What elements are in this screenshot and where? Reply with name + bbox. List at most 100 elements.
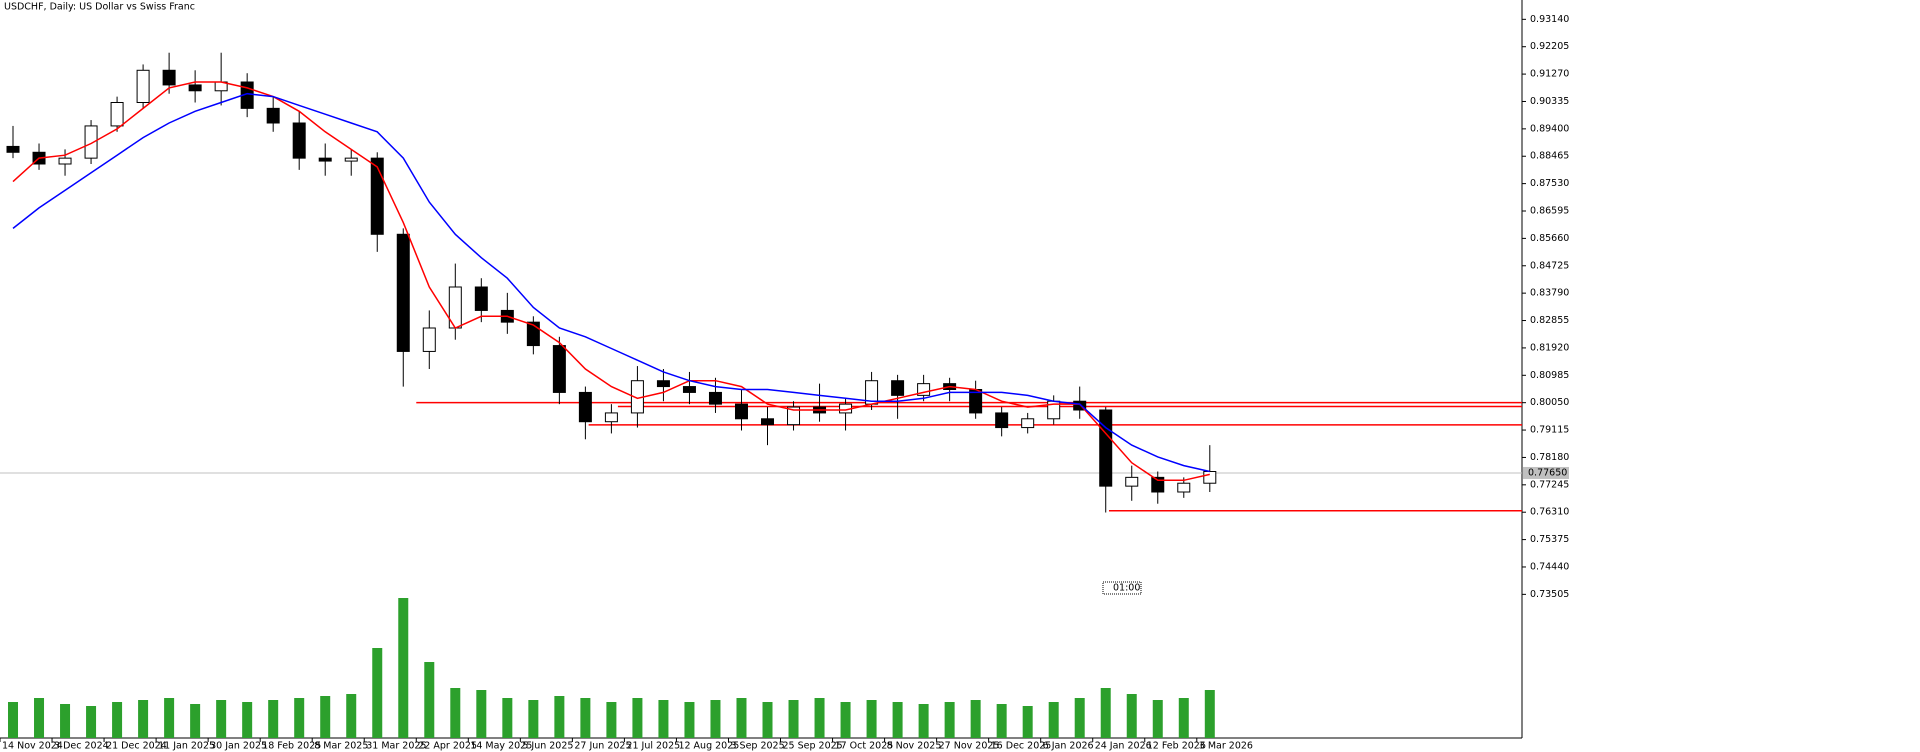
volume-bar [632, 698, 643, 738]
volume-bar [320, 696, 331, 738]
candle-body [734, 403, 748, 420]
candle-body [1203, 471, 1217, 484]
y-tick-label: 0.74440 [1530, 561, 1569, 572]
candle-body [1073, 400, 1087, 411]
candle-body [162, 69, 176, 86]
volume-bar [840, 702, 851, 738]
volume-bar [710, 700, 721, 738]
candle-body [474, 286, 488, 311]
y-tick-label: 0.77245 [1530, 479, 1569, 490]
candle-body [761, 418, 775, 426]
y-tick-label: 0.84725 [1530, 260, 1569, 271]
volume-bar [1022, 706, 1033, 738]
candle-body [58, 157, 72, 165]
y-tick-label: 0.80050 [1530, 397, 1569, 408]
x-tick-label: 18 Feb 2025 [262, 741, 321, 752]
volume-bar [424, 662, 435, 738]
y-tick-label: 0.86595 [1530, 206, 1569, 217]
volume-bar [502, 698, 513, 738]
candle-body [656, 380, 670, 388]
y-tick-label: 0.83790 [1530, 288, 1569, 299]
x-tick-label: 8 Mar 2025 [314, 741, 368, 752]
volume-bar [788, 700, 799, 738]
y-tick-label: 0.81920 [1530, 342, 1569, 353]
x-tick-label: 27 Nov 2025 [939, 741, 1000, 752]
moving-average-line [12, 81, 1210, 482]
candle-body [188, 84, 202, 92]
y-tick-label: 0.93140 [1530, 14, 1569, 25]
x-tick-label: 5 Jun 2025 [522, 741, 573, 752]
volume-bar [34, 698, 45, 738]
candle-body [370, 157, 384, 235]
volume-bar [112, 702, 123, 738]
volume-bar [294, 698, 305, 738]
x-tick-label: 11 Jan 2025 [158, 741, 215, 752]
candle-body [396, 233, 410, 352]
volume-bar [814, 698, 825, 738]
volume-bar [996, 704, 1007, 738]
y-tick-label: 0.92205 [1530, 41, 1569, 52]
candle-body [266, 107, 280, 124]
candle-body [292, 122, 306, 159]
x-tick-label: 14 May 2025 [470, 741, 532, 752]
y-tick-label: 0.79115 [1530, 425, 1569, 436]
candle-body [422, 327, 436, 352]
y-tick-label: 0.89400 [1530, 123, 1569, 134]
volume-bar [450, 688, 461, 738]
cursor-label: 01:00 [1113, 583, 1140, 594]
y-tick-label: 0.75375 [1530, 534, 1569, 545]
volume-bar [60, 704, 71, 738]
volume-bar [866, 700, 877, 738]
volume-bar [1126, 694, 1137, 738]
volume-bar [970, 700, 981, 738]
volume-bar [476, 690, 487, 738]
candle-body [1021, 418, 1035, 429]
volume-bar [580, 698, 591, 738]
y-tick-label: 0.80985 [1530, 370, 1569, 381]
candle-body [578, 391, 592, 423]
volume-bar [1100, 688, 1111, 738]
volume-bar [216, 700, 227, 738]
y-tick-label: 0.82855 [1530, 315, 1569, 326]
candle-body [995, 412, 1009, 429]
volume-bar [268, 700, 279, 738]
candle-body [604, 412, 618, 423]
candle-body [682, 386, 696, 393]
volume-bar [242, 702, 253, 738]
y-tick-label: 0.87530 [1530, 178, 1569, 189]
x-tick-label: 24 Jan 2026 [1095, 741, 1152, 752]
y-tick-label: 0.91270 [1530, 69, 1569, 80]
volume-bar [684, 702, 695, 738]
volume-bar [736, 698, 747, 738]
candle-body [1125, 476, 1139, 487]
x-tick-label: 17 Oct 2025 [835, 741, 894, 752]
x-tick-label: 27 Jun 2025 [574, 741, 631, 752]
volume-bar [86, 706, 97, 738]
candle-body [917, 383, 931, 396]
x-tick-label: 22 Apr 2025 [418, 741, 477, 752]
volume-bar [1048, 702, 1059, 738]
volume-bar [372, 648, 383, 738]
current-price-label: 0.77650 [1528, 467, 1567, 478]
x-tick-label: 25 Sep 2025 [783, 741, 843, 752]
y-tick-label: 0.76310 [1530, 507, 1569, 518]
volume-bar [164, 698, 175, 738]
volume-bar [190, 704, 201, 738]
candle-body [526, 321, 540, 347]
y-tick-label: 0.78180 [1530, 452, 1569, 463]
x-tick-label: 14 Nov 2024 [2, 741, 63, 752]
x-tick-label: 3 Sep 2025 [730, 741, 784, 752]
volume-bar [1074, 698, 1085, 738]
candle-body [6, 145, 20, 153]
x-tick-label: 8 Nov 2025 [887, 741, 942, 752]
moving-average-line [12, 92, 1210, 473]
volume-bar [944, 702, 955, 738]
volume-bar [554, 696, 565, 738]
cursor-box [1102, 581, 1142, 595]
volume-bar [1152, 700, 1163, 738]
y-tick-label: 0.90335 [1530, 96, 1569, 107]
volume-bar [398, 598, 409, 738]
volume-bar [528, 700, 539, 738]
